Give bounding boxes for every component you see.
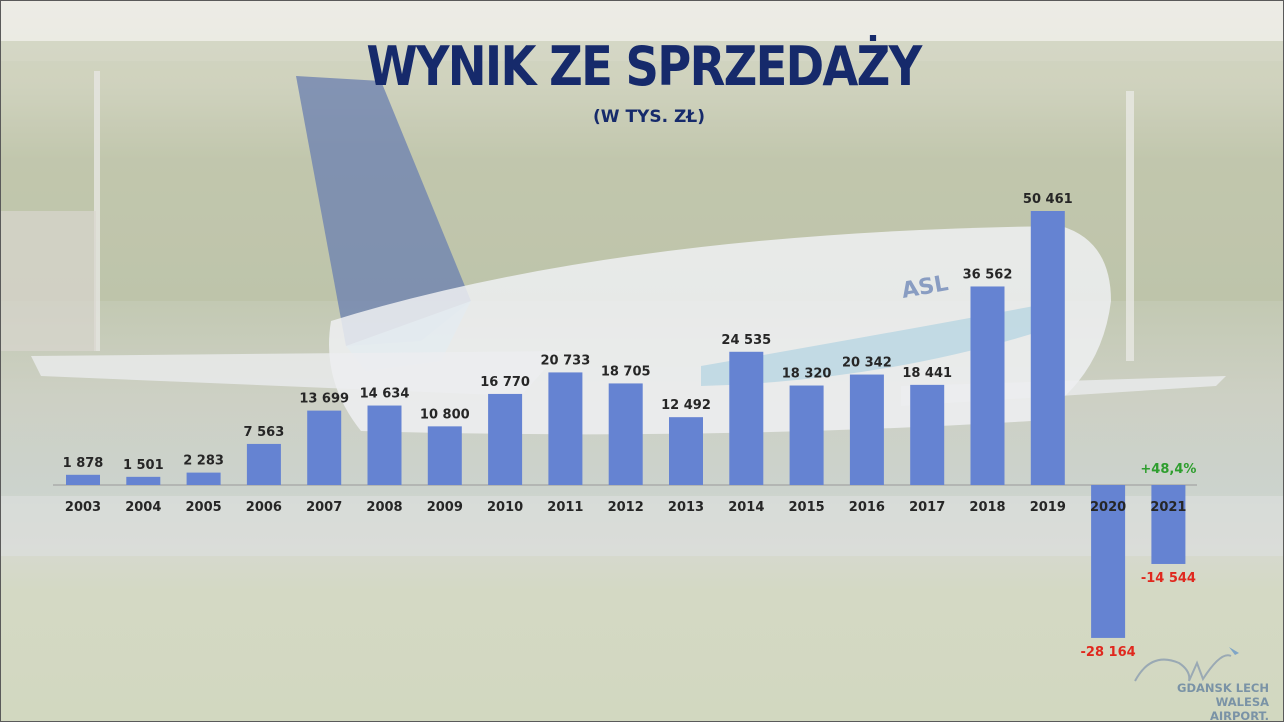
- data-label-2017: 18 441: [902, 366, 952, 381]
- x-tick-label: 2005: [186, 500, 222, 515]
- bar-2008: [367, 405, 402, 485]
- bar-2018: [970, 286, 1005, 485]
- logo-line-2: WALESA AIRPORT.: [1209, 695, 1269, 722]
- data-label-2013: 12 492: [661, 398, 711, 413]
- logo-line-1: GDANSK LECH: [1177, 681, 1269, 695]
- airport-logo-text: GDANSK LECH WALESA AIRPORT.: [1159, 681, 1269, 722]
- bar-2014: [729, 351, 764, 485]
- data-label-2014: 24 535: [721, 333, 771, 348]
- x-tick-label: 2009: [427, 500, 463, 515]
- annotation-2021: +48,4%: [1140, 462, 1196, 477]
- bar-2021: [1151, 485, 1186, 564]
- x-tick-label: 2010: [487, 500, 523, 515]
- data-label-2019: 50 461: [1023, 192, 1073, 207]
- bar-2004: [126, 476, 161, 485]
- data-label-2009: 10 800: [420, 407, 470, 422]
- bar-2007: [307, 410, 342, 485]
- data-label-2015: 18 320: [782, 367, 832, 382]
- data-label-2012: 18 705: [601, 364, 651, 379]
- bar-2011: [548, 372, 583, 485]
- bar-2003: [66, 474, 100, 485]
- bar-2017: [910, 384, 945, 485]
- x-tick-label: 2003: [65, 500, 101, 515]
- x-tick-label: 2020: [1090, 500, 1126, 515]
- data-label-2011: 20 733: [541, 353, 591, 368]
- data-label-2004: 1 501: [123, 458, 164, 473]
- bar-2013: [669, 417, 703, 485]
- x-tick-label: 2014: [728, 500, 764, 515]
- x-tick-label: 2004: [125, 500, 161, 515]
- x-tick-label: 2008: [366, 500, 402, 515]
- x-tick-label: 2017: [909, 500, 945, 515]
- data-label-2016: 20 342: [842, 356, 892, 371]
- x-tick-label: 2012: [608, 500, 644, 515]
- x-tick-label: 2016: [849, 500, 885, 515]
- bar-2012: [608, 383, 643, 485]
- data-label-2006: 7 563: [244, 425, 285, 440]
- data-label-2008: 14 634: [360, 387, 410, 402]
- x-tick-label: 2007: [306, 500, 342, 515]
- data-label-2007: 13 699: [299, 392, 349, 407]
- data-label-2021: -14 544: [1141, 571, 1196, 586]
- data-label-2020: -28 164: [1081, 645, 1136, 660]
- x-tick-label: 2018: [969, 500, 1005, 515]
- bar-2020: [1091, 485, 1126, 638]
- chart-title: WYNIK ZE SPRZEDAŻY: [366, 35, 922, 98]
- bar-2016: [849, 374, 884, 485]
- bar-2015: [789, 385, 824, 485]
- x-tick-label: 2011: [547, 500, 583, 515]
- x-tick-label: 2015: [789, 500, 825, 515]
- data-label-2005: 2 283: [183, 454, 224, 469]
- data-label-2018: 36 562: [963, 267, 1013, 282]
- airport-logo-icon: [1134, 647, 1239, 682]
- bar-2005: [186, 472, 221, 485]
- bar-2009: [427, 426, 462, 485]
- bar-2019: [1030, 211, 1065, 485]
- x-tick-label: 2013: [668, 500, 704, 515]
- x-tick-label: 2006: [246, 500, 282, 515]
- x-tick-label: 2019: [1030, 500, 1066, 515]
- chart-subtitle: (W TYS. ZŁ): [593, 107, 705, 127]
- bar-2006: [246, 443, 281, 485]
- data-label-2003: 1 878: [63, 456, 104, 471]
- bar-2010: [488, 393, 523, 485]
- x-tick-label: 2021: [1150, 500, 1186, 515]
- data-label-2010: 16 770: [480, 375, 530, 390]
